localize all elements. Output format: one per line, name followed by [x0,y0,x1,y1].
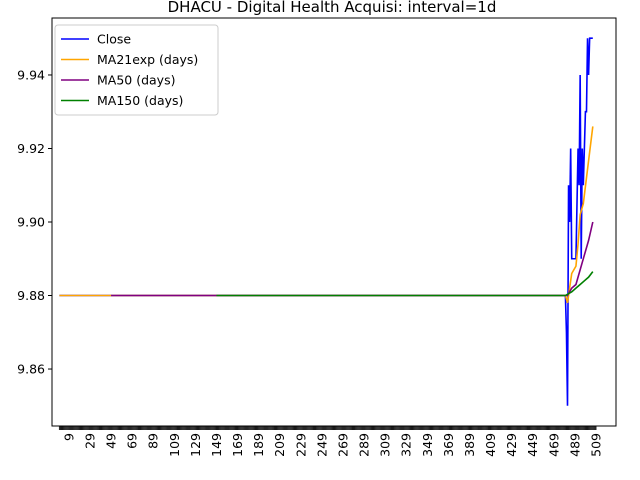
x-tick-label: 49 [104,433,119,449]
legend-label: MA150 (days) [97,93,183,108]
x-tick-label: 9 [61,433,76,441]
legend-label: MA50 (days) [97,73,175,88]
x-tick-label: 169 [230,433,245,457]
series-line-ma50-days [111,221,594,297]
x-tick-label: 329 [399,433,414,457]
x-tick-label: 289 [357,433,372,457]
y-tick-label: 9.86 [17,362,45,377]
x-tick-label: 429 [504,433,519,457]
y-tick-label: 9.88 [17,288,45,303]
x-tick-label: 29 [82,433,97,449]
legend-label: MA21exp (days) [97,52,198,67]
x-tick-label: 249 [314,433,329,457]
x-tick-label: 89 [146,433,161,449]
chart-title: DHACU - Digital Health Acquisi: interval… [168,0,497,16]
y-tick-label: 9.94 [17,67,45,82]
x-tick-label: 449 [525,433,540,457]
series-line-ma21exp-days [59,126,594,304]
x-tick-label: 469 [546,433,561,457]
legend: Close MA21exp (days) MA50 (days) MA150 (day… [54,24,219,116]
x-tick-label: 349 [420,433,435,457]
x-tick-label: 309 [378,433,393,457]
x-tick-label: 489 [567,433,582,457]
x-tick-label: 129 [188,433,203,457]
y-tick-label: 9.90 [17,215,45,230]
x-tick-label: 269 [335,433,350,457]
x-tick-label: 109 [167,433,182,457]
x-tick-label: 69 [125,433,140,449]
x-tick-label: 509 [588,433,603,457]
x-tick-label: 229 [293,433,308,457]
legend-box [54,24,219,116]
series-line-ma150-days [216,271,594,297]
x-tick-label: 149 [209,433,224,457]
x-tick-label: 189 [251,433,266,457]
x-tick-label: 369 [441,433,456,457]
y-tick-label: 9.92 [17,141,45,156]
x-tick-label: 389 [462,433,477,457]
legend-label: Close [97,32,131,47]
x-tick-label: 409 [483,433,498,457]
x-tick-label: 209 [272,433,287,457]
